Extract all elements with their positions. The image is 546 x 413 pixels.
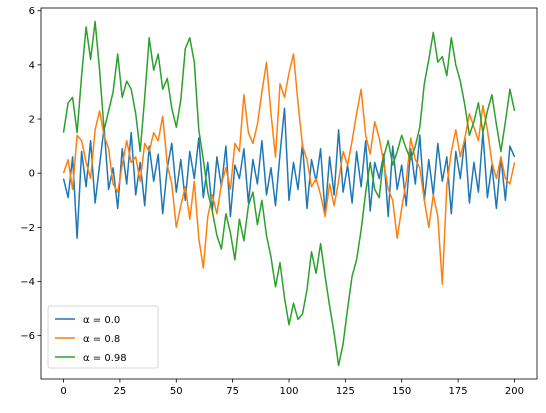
y-tick-label: 4 <box>29 60 35 71</box>
x-tick-label: 200 <box>505 386 524 397</box>
y-tick-label: −4 <box>20 277 35 288</box>
x-axis: 0 25 50 75 100 125 150 175 200 <box>60 379 524 397</box>
x-tick-label: 50 <box>170 386 183 397</box>
x-tick-label: 150 <box>392 386 411 397</box>
x-tick-label: 75 <box>226 386 239 397</box>
y-tick-label: 2 <box>29 115 35 126</box>
x-tick-label: 25 <box>114 386 127 397</box>
y-tick-label: 6 <box>29 6 35 17</box>
series-layer <box>62 20 516 367</box>
legend-label-2: α = 0.98 <box>83 353 127 364</box>
legend-label-0: α = 0.0 <box>83 315 120 326</box>
x-tick-label: 125 <box>336 386 355 397</box>
y-tick-label: 0 <box>29 169 35 180</box>
y-tick-label: −2 <box>20 223 35 234</box>
x-tick-label: 175 <box>449 386 468 397</box>
legend: α = 0.0 α = 0.8 α = 0.98 <box>47 305 159 369</box>
legend-box <box>47 305 159 369</box>
x-tick-label: 100 <box>279 386 298 397</box>
series-line-1 <box>62 53 516 285</box>
y-axis: −6 −4 −2 0 2 4 6 <box>20 6 41 342</box>
series-line-2 <box>62 20 516 367</box>
y-tick-label: −6 <box>20 331 35 342</box>
legend-label-1: α = 0.8 <box>83 334 120 345</box>
x-tick-label: 0 <box>60 386 66 397</box>
